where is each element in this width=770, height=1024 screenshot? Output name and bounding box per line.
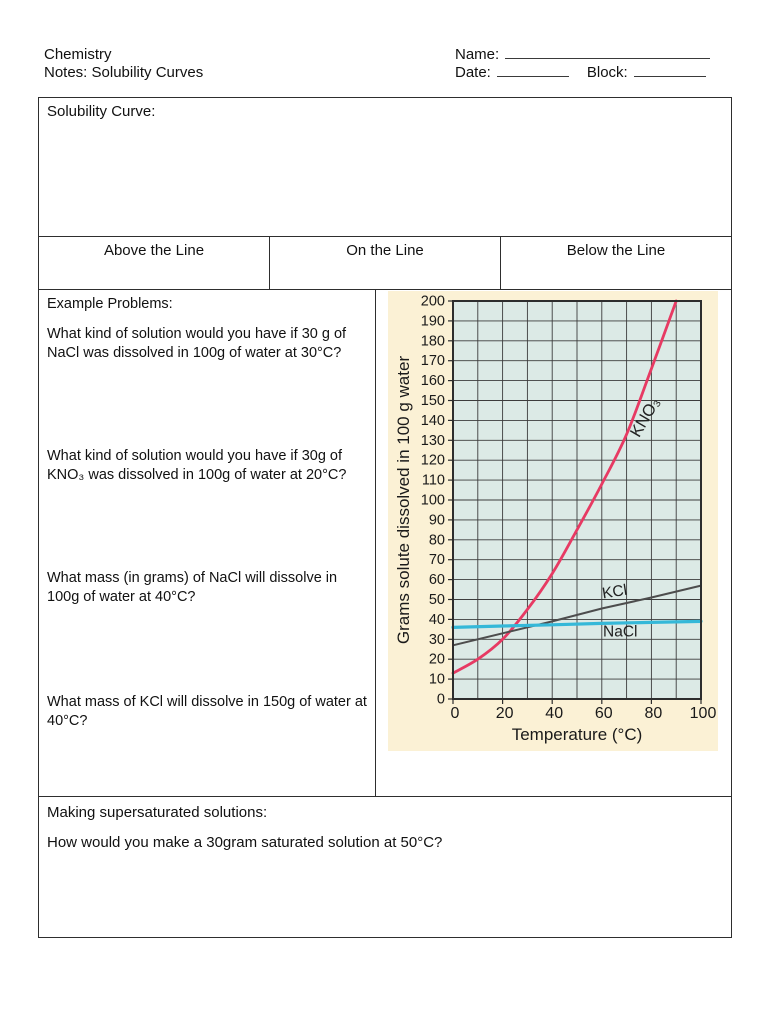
series-label-nacl: NaCl — [603, 623, 637, 640]
example-problems-cell: Example Problems: What kind of solution … — [39, 290, 376, 796]
above-the-line-cell: Above the Line — [39, 237, 270, 289]
y-tick-label: 30 — [429, 632, 445, 648]
example-question-2: What kind of solution would you have if … — [47, 448, 347, 483]
y-tick-label: 20 — [429, 652, 445, 668]
solubility-curve-label: Solubility Curve: — [47, 103, 156, 120]
solubility-chart: 0 10 20 30 40 50 60 70 80 90 100 110 120 130 140 150 160… — [388, 291, 718, 751]
x-tick-label: 80 — [645, 705, 663, 722]
on-the-line-label: On the Line — [346, 242, 424, 259]
solubility-curve-box: Solubility Curve: — [39, 98, 731, 237]
x-tick-label: 60 — [595, 705, 613, 722]
series-label-kcl: KCl — [601, 582, 628, 603]
supersaturated-box: Making supersaturated solutions: How wou… — [39, 797, 731, 937]
name-blank-line — [505, 47, 711, 59]
example-question-3: What mass (in grams) of NaCl will dissol… — [47, 570, 338, 605]
examples-and-chart-row: Example Problems: What kind of solution … — [39, 290, 731, 797]
x-axis-title: Temperature (°C) — [512, 725, 643, 744]
block-label: Block: — [586, 64, 628, 81]
on-the-line-cell: On the Line — [270, 237, 501, 289]
series-kcl-curve — [452, 584, 702, 647]
y-tick-label: 130 — [421, 433, 445, 449]
y-tick-label: 50 — [429, 592, 445, 608]
x-tick-label: 0 — [451, 705, 460, 722]
block-blank-line — [633, 65, 706, 77]
y-tick-label: 90 — [429, 512, 445, 528]
y-axis-title: Grams solute dissolved in 100 g water — [394, 356, 413, 645]
y-tick-label: 80 — [429, 532, 445, 548]
line-position-header-row: Above the Line On the Line Below the Lin… — [39, 237, 731, 290]
solubility-chart-svg: 0 10 20 30 40 50 60 70 80 90 100 110 120 130 140 150 160… — [394, 294, 717, 745]
date-blank-line — [496, 65, 569, 77]
example-question-1: What kind of solution would you have if … — [47, 326, 347, 361]
above-the-line-label: Above the Line — [103, 242, 205, 259]
supersaturated-heading: Making supersaturated solutions: — [47, 804, 268, 821]
page-title: Notes: Solubility Curves — [44, 64, 204, 81]
supersaturated-question: How would you make a 30gram saturated so… — [47, 834, 443, 851]
chart-cell: 0 10 20 30 40 50 60 70 80 90 100 110 120 130 140 150 160… — [376, 290, 731, 796]
y-tick-label: 60 — [429, 572, 445, 588]
y-tick-label: 160 — [421, 373, 445, 389]
example-problems-heading: Example Problems: — [47, 296, 173, 312]
y-tick-label: 70 — [429, 552, 445, 568]
series-kno-curve — [451, 299, 678, 675]
y-tick-label: 10 — [429, 672, 445, 688]
x-tick-label: 20 — [496, 705, 514, 722]
y-tick-label: 200 — [421, 294, 445, 310]
y-tick-label: 0 — [437, 692, 445, 708]
header-left: Chemistry Notes: Solubility Curves — [44, 46, 203, 82]
y-tick-label: 100 — [421, 493, 445, 509]
course-title: Chemistry — [44, 46, 112, 63]
series-nacl-curve — [451, 619, 703, 629]
y-tick-label: 40 — [429, 612, 445, 628]
example-question-4: What mass of KCl will dissolve in 150g o… — [47, 694, 367, 729]
worksheet-table: Solubility Curve: Above the Line On the … — [38, 97, 732, 938]
y-tick-label: 140 — [421, 413, 445, 429]
y-tick-label: 180 — [421, 333, 445, 349]
below-the-line-cell: Below the Line — [501, 237, 731, 289]
date-label: Date: — [455, 64, 491, 81]
header-right: Name: Date: Block: — [455, 46, 715, 82]
y-tick-label: 170 — [421, 353, 445, 369]
y-tick-label: 150 — [421, 393, 445, 409]
y-tick-label: 120 — [421, 453, 445, 469]
y-tick-label: 110 — [422, 473, 445, 489]
name-label: Name: — [455, 46, 500, 63]
y-tick-label: 190 — [421, 313, 445, 329]
x-tick-label: 40 — [545, 705, 563, 722]
x-tick-label: 100 — [690, 705, 717, 722]
below-the-line-label: Below the Line — [566, 242, 666, 259]
